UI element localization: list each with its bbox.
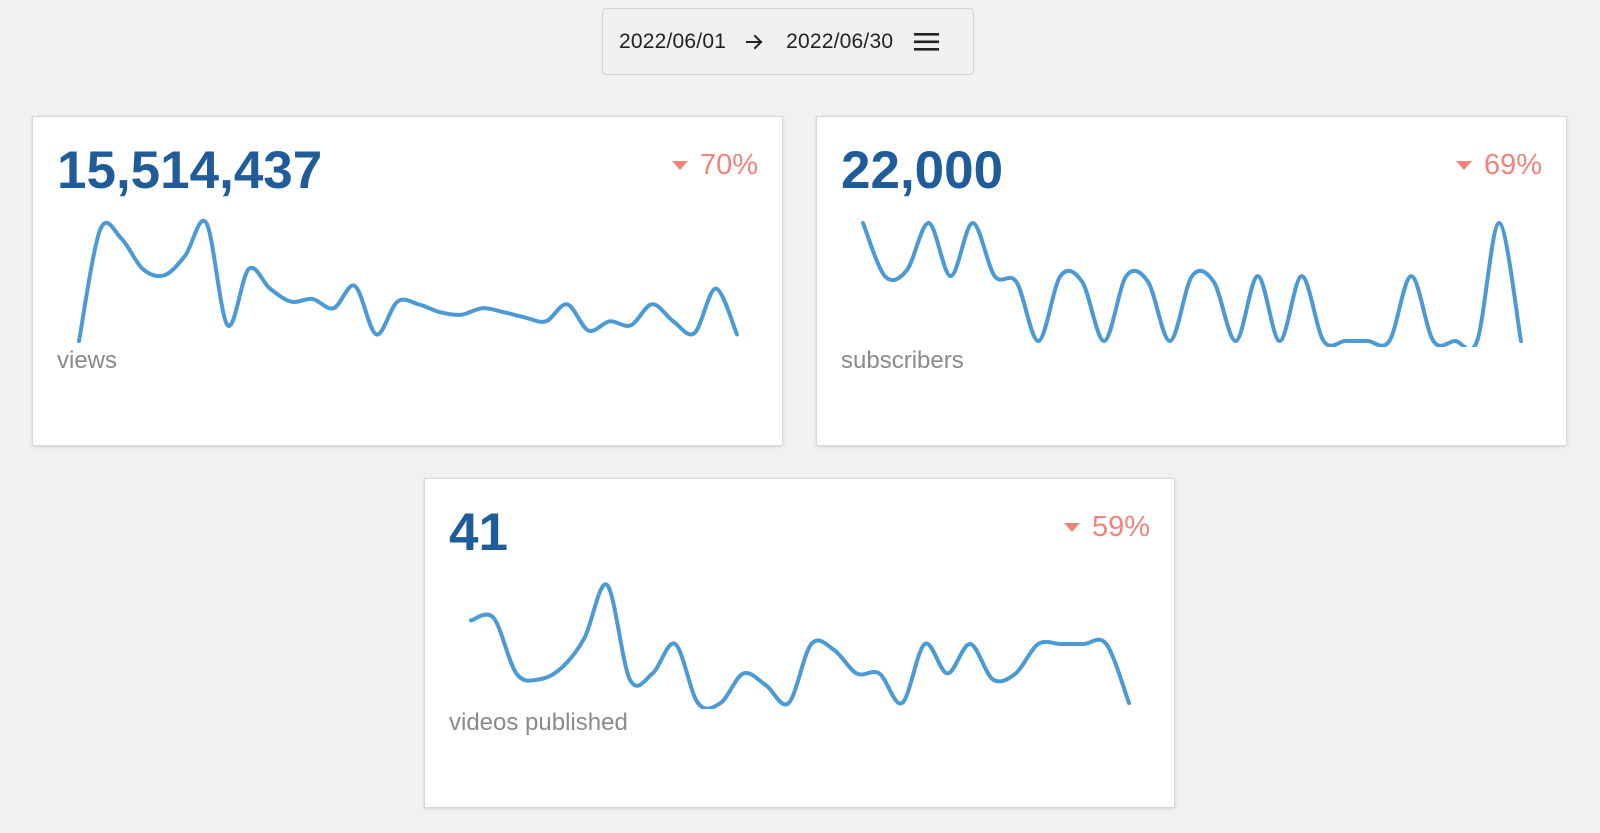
metric-value: 15,514,437 — [57, 141, 323, 200]
sparkline — [861, 221, 1523, 347]
sparkline — [77, 218, 739, 343]
metric-label: subscribers — [841, 347, 964, 374]
metric-change: 70% — [671, 149, 758, 182]
end-date[interactable]: 2022/06/30 — [786, 29, 894, 53]
metric-label: videos published — [449, 709, 628, 736]
metric-change-value: 59% — [1091, 511, 1150, 543]
hamburger-menu-icon[interactable] — [913, 31, 941, 53]
metric-card-views: 15,514,437 70% views — [32, 116, 783, 446]
arrow-right-icon — [746, 33, 764, 51]
date-range-picker[interactable]: 2022/06/01 2022/06/30 — [602, 8, 974, 75]
metric-card-subscribers: 22,000 69% subscribers — [816, 116, 1567, 446]
sparkline-path — [469, 582, 1131, 709]
metric-card-videos-published: 41 59% videos published — [424, 478, 1175, 808]
trend-down-icon — [1455, 161, 1472, 170]
start-date[interactable]: 2022/06/01 — [619, 29, 727, 53]
metric-change: 59% — [1063, 511, 1150, 544]
sparkline-path — [77, 218, 739, 343]
sparkline-path — [861, 221, 1523, 347]
metric-change-value: 69% — [1483, 149, 1542, 181]
metric-change-value: 70% — [699, 149, 758, 181]
metric-value: 41 — [449, 503, 508, 562]
metric-value: 22,000 — [841, 141, 1004, 200]
trend-down-icon — [671, 161, 688, 170]
metric-label: views — [57, 347, 118, 374]
sparkline — [469, 582, 1131, 709]
metric-change: 69% — [1455, 149, 1542, 182]
trend-down-icon — [1063, 523, 1080, 532]
